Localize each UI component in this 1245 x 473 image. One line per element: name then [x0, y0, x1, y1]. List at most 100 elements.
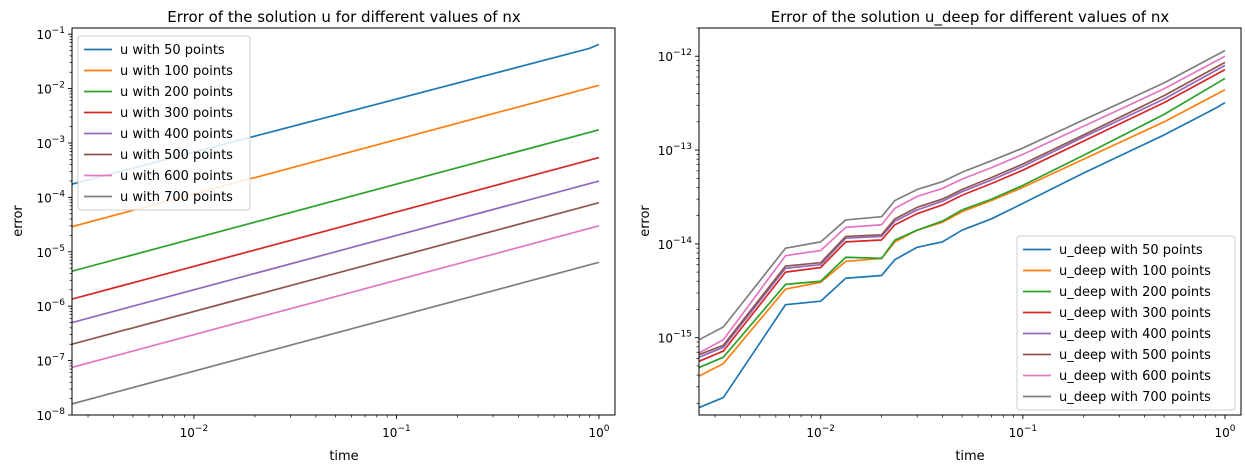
x-tick-exponent: −2: [195, 424, 208, 434]
legend-label: u with 50 points: [120, 43, 225, 58]
x-tick-label: 100: [588, 424, 609, 440]
legend-box: [77, 35, 251, 211]
y-tick-base: 10: [658, 332, 673, 346]
series-line-5: [72, 180, 600, 324]
x-tick-exponent: −1: [397, 424, 410, 434]
y-tick-label: 10−7: [36, 353, 65, 369]
chart-udeep-series: [699, 49, 1226, 409]
y-tick-base: 10: [36, 300, 51, 314]
legend-label: u_deep with 400 points: [1059, 327, 1211, 342]
y-tick-exponent: −8: [52, 407, 66, 417]
series-line-1: [699, 101, 1226, 409]
chart-u-ylabel: error: [11, 205, 26, 237]
legend-label: u with 300 points: [120, 106, 233, 121]
x-tick-base: 10: [1009, 426, 1024, 440]
legend-label: u_deep with 700 points: [1059, 390, 1211, 405]
y-tick-base: 10: [36, 137, 51, 151]
y-tick-exponent: −14: [673, 236, 692, 246]
y-tick-base: 10: [658, 238, 673, 252]
y-tick-base: 10: [36, 409, 51, 423]
series-line-8: [72, 261, 600, 405]
chart-u-error: Error of the solution u for different va…: [11, 8, 616, 464]
chart-udeep-xlabel: time: [955, 449, 984, 464]
legend-label: u_deep with 50 points: [1059, 243, 1203, 258]
legend-label: u with 200 points: [120, 85, 233, 100]
x-tick-base: 10: [382, 426, 397, 440]
y-tick-base: 10: [658, 144, 673, 158]
chart-udeep-legend: u_deep with 50 points u_deep with 100 poi…: [1016, 235, 1236, 411]
legend-label: u_deep with 100 points: [1059, 264, 1211, 279]
y-tick-label: 10−4: [36, 189, 65, 205]
y-tick-exponent: −7: [52, 353, 65, 363]
y-tick-label: 10−12: [658, 48, 692, 64]
x-tick-base: 10: [806, 426, 821, 440]
chart-u-series: [72, 43, 600, 405]
x-tick-base: 10: [1214, 426, 1229, 440]
y-tick-label: 10−6: [36, 298, 65, 314]
y-tick-exponent: −13: [673, 142, 692, 152]
y-tick-base: 10: [36, 246, 51, 260]
y-tick-label: 10−3: [36, 135, 65, 151]
series-line-5: [699, 64, 1226, 358]
legend-label: u_deep with 500 points: [1059, 348, 1211, 363]
series-line-4: [72, 156, 600, 300]
legend-label: u with 700 points: [120, 190, 233, 205]
x-tick-base: 10: [180, 426, 195, 440]
legend-label: u with 500 points: [120, 148, 233, 163]
chart-u-xlabel: time: [329, 449, 358, 464]
y-tick-label: 10−15: [658, 330, 692, 346]
y-tick-exponent: −15: [673, 330, 692, 340]
chart-udeep-title: Error of the solution u_deep for differe…: [771, 8, 1170, 27]
x-tick-label: 100: [1214, 424, 1235, 440]
y-tick-exponent: −1: [52, 26, 65, 36]
chart-u-legend: u with 50 points u with 100 points u with …: [77, 35, 251, 211]
y-tick-exponent: −3: [52, 135, 65, 145]
series-line-3: [699, 77, 1226, 369]
y-tick-base: 10: [36, 191, 51, 205]
x-tick-base: 10: [588, 426, 603, 440]
legend-label: u_deep with 200 points: [1059, 285, 1211, 300]
legend-label: u_deep with 300 points: [1059, 306, 1211, 321]
legend-label: u with 600 points: [120, 169, 233, 184]
series-line-7: [699, 55, 1226, 354]
y-tick-exponent: −4: [52, 189, 66, 199]
y-tick-base: 10: [36, 28, 51, 42]
y-tick-base: 10: [36, 355, 51, 369]
y-tick-base: 10: [658, 50, 673, 64]
y-tick-exponent: −5: [52, 244, 65, 254]
legend-box: [1016, 235, 1236, 411]
series-line-8: [699, 49, 1226, 341]
y-tick-label: 10−8: [36, 407, 65, 423]
y-tick-label: 10−13: [658, 142, 692, 158]
y-tick-label: 10−2: [36, 81, 65, 97]
y-tick-exponent: −2: [52, 81, 65, 91]
x-tick-label: 10−2: [180, 424, 209, 440]
x-tick-exponent: 0: [604, 424, 610, 434]
chart-u-title: Error of the solution u for different va…: [167, 8, 521, 26]
x-tick-exponent: 0: [1230, 424, 1236, 434]
y-tick-label: 10−5: [36, 244, 65, 260]
x-tick-exponent: −2: [822, 424, 835, 434]
chart-u-ticks: 10−2 10−1 10010−810−710−610−510−410−310−21…: [36, 26, 609, 440]
chart-udeep-error: Error of the solution u_deep for differe…: [638, 8, 1242, 464]
chart-u-plot-frame: [71, 27, 616, 416]
series-line-3: [72, 128, 600, 273]
legend-label: u with 100 points: [120, 64, 233, 79]
x-tick-exponent: −1: [1024, 424, 1037, 434]
series-line-7: [72, 225, 600, 369]
y-tick-label: 10−14: [658, 236, 693, 252]
x-tick-label: 10−2: [806, 424, 835, 440]
x-tick-label: 10−1: [382, 424, 411, 440]
y-tick-exponent: −6: [52, 298, 66, 308]
y-tick-base: 10: [36, 83, 51, 97]
series-line-6: [699, 61, 1226, 356]
series-line-4: [699, 68, 1226, 363]
legend-label: u_deep with 600 points: [1059, 369, 1211, 384]
y-tick-exponent: −12: [673, 48, 692, 58]
x-tick-label: 10−1: [1009, 424, 1038, 440]
chart-udeep-ylabel: error: [638, 205, 653, 237]
y-tick-label: 10−1: [36, 26, 65, 42]
legend-label: u with 400 points: [120, 127, 233, 142]
